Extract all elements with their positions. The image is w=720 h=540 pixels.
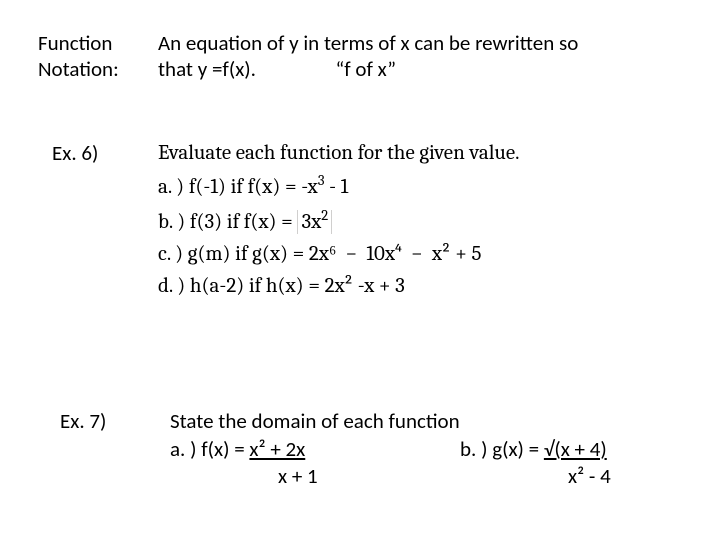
ex6-c-prefix: c. ) g(m) if g(x) =: [158, 242, 309, 266]
ex7-b-label: b. ) g(x) =: [460, 436, 544, 462]
slide: Function Notation: An equation of y in t…: [0, 0, 720, 540]
ex6-a: a. ) f(-1) if f(x) = -x3 - 1: [158, 172, 678, 200]
ex7-b: b. ) g(x) = √(x + 4) x² - 4: [460, 436, 611, 489]
ex6-c: c. ) g(m) if g(x) = 2x⁶ − 10x⁴ − x² + 5: [158, 241, 678, 267]
ex6-a-base: x: [308, 175, 318, 199]
ex6-b-inner: 3x: [301, 210, 321, 234]
label-line1: Function: [38, 30, 148, 56]
desc-line1: An equation of y in terms of x can be re…: [158, 30, 698, 56]
ex7-prompt: State the domain of each function: [170, 408, 710, 434]
ex7-b-line1: b. ) g(x) = √(x + 4): [460, 436, 611, 462]
ex7-b-num: √(x + 4): [544, 436, 607, 462]
ex6-label: Ex. 6): [52, 140, 98, 166]
ex6-a-suffix: - 1: [324, 175, 348, 199]
ex6-d: d. ) h(a-2) if h(x) = 2x² -x + 3: [158, 273, 678, 299]
ex6-body: Evaluate each function for the given val…: [158, 140, 678, 299]
ex7-a-line1: a. ) f(x) = x² + 2x: [170, 436, 460, 462]
ex6-b-sup: 2: [321, 207, 328, 224]
label-line2: Notation:: [38, 56, 148, 82]
ex6-a-prefix: a. ) f(-1) if f(x) = -: [158, 175, 308, 199]
ex6-b-prefix: b. ) f(3) if f(x) =: [158, 210, 297, 234]
desc-line2a: that y =f(x).: [158, 56, 256, 82]
ex6-b: b. ) f(3) if f(x) = 3x2: [158, 207, 678, 235]
ex7-a-label: a. ) f(x) =: [170, 436, 249, 462]
ex7-row: a. ) f(x) = x² + 2x x + 1 b. ) g(x) = √(…: [170, 436, 710, 489]
ex6-b-box: 3x2: [297, 210, 332, 234]
ex6-prompt: Evaluate each function for the given val…: [158, 140, 678, 166]
ex7-a-den: x + 1: [170, 463, 460, 489]
desc-line2b: “f of x”: [335, 56, 396, 82]
function-notation-desc: An equation of y in terms of x can be re…: [158, 30, 698, 83]
ex7-a: a. ) f(x) = x² + 2x x + 1: [170, 436, 460, 489]
ex7-a-num: x² + 2x: [249, 436, 305, 462]
ex7-body: State the domain of each function a. ) f…: [170, 408, 710, 489]
desc-line2: that y =f(x). “f of x”: [158, 56, 698, 82]
ex7-b-den: x² - 4: [460, 463, 611, 489]
function-notation-label: Function Notation:: [38, 30, 148, 83]
ex7-label: Ex. 7): [60, 408, 106, 434]
ex6-c-math: 2x⁶ − 10x⁴ − x² + 5: [309, 242, 482, 266]
